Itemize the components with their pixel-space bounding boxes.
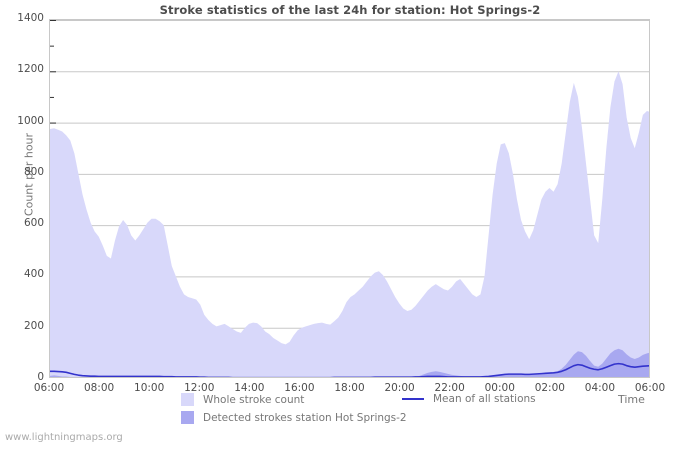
series-area-detected-strokes bbox=[50, 348, 649, 377]
legend-label: Detected strokes station Hot Springs-2 bbox=[203, 411, 407, 424]
legend-swatch bbox=[181, 393, 194, 406]
x-axis-title: Time bbox=[618, 393, 645, 406]
x-tick-label: 14:00 bbox=[234, 382, 265, 394]
legend-entry: Detected strokes station Hot Springs-2 bbox=[181, 411, 407, 424]
x-tick-label: 18:00 bbox=[334, 382, 365, 394]
y-tick-label: 600 bbox=[23, 217, 44, 230]
y-tick-label: 1200 bbox=[17, 63, 44, 76]
legend-label: Whole stroke count bbox=[203, 393, 305, 406]
x-tick-label: 06:00 bbox=[634, 382, 666, 394]
y-tick-label: 800 bbox=[23, 165, 44, 178]
legend-swatch bbox=[181, 411, 194, 424]
watermark: www.lightningmaps.org bbox=[5, 432, 123, 443]
y-tick-label: 1000 bbox=[17, 114, 44, 127]
chart-legend: Whole stroke count Detected strokes stati… bbox=[0, 391, 700, 427]
legend-line-marker bbox=[402, 398, 424, 400]
x-tick-label: 04:00 bbox=[584, 382, 616, 394]
x-tick-label: 12:00 bbox=[184, 382, 215, 394]
y-tick-label: 400 bbox=[23, 268, 44, 281]
legend-label: Mean of all stations bbox=[433, 393, 536, 405]
y-tick-label: 1400 bbox=[17, 12, 44, 24]
legend-entry: Whole stroke count bbox=[181, 393, 304, 406]
x-tick-label: 10:00 bbox=[134, 382, 165, 394]
x-tick-label: 16:00 bbox=[284, 382, 315, 394]
chart-canvas bbox=[50, 20, 649, 377]
x-tick-label: 20:00 bbox=[384, 382, 415, 394]
legend-entry: Mean of all stations bbox=[402, 393, 536, 405]
x-tick-label: 00:00 bbox=[484, 382, 515, 394]
chart-title: Stroke statistics of the last 24h for st… bbox=[159, 3, 541, 17]
y-tick-label: 0 bbox=[37, 371, 44, 383]
series-area-whole-stroke-count bbox=[50, 71, 649, 377]
x-tick-label: 08:00 bbox=[83, 382, 115, 394]
plot-area bbox=[49, 19, 650, 378]
x-tick-label: 06:00 bbox=[33, 382, 65, 394]
x-tick-label: 22:00 bbox=[434, 382, 465, 394]
y-tick-label: 200 bbox=[23, 319, 44, 332]
x-tick-label: 02:00 bbox=[534, 382, 565, 394]
series-line-mean-of-all-stations bbox=[50, 362, 649, 377]
